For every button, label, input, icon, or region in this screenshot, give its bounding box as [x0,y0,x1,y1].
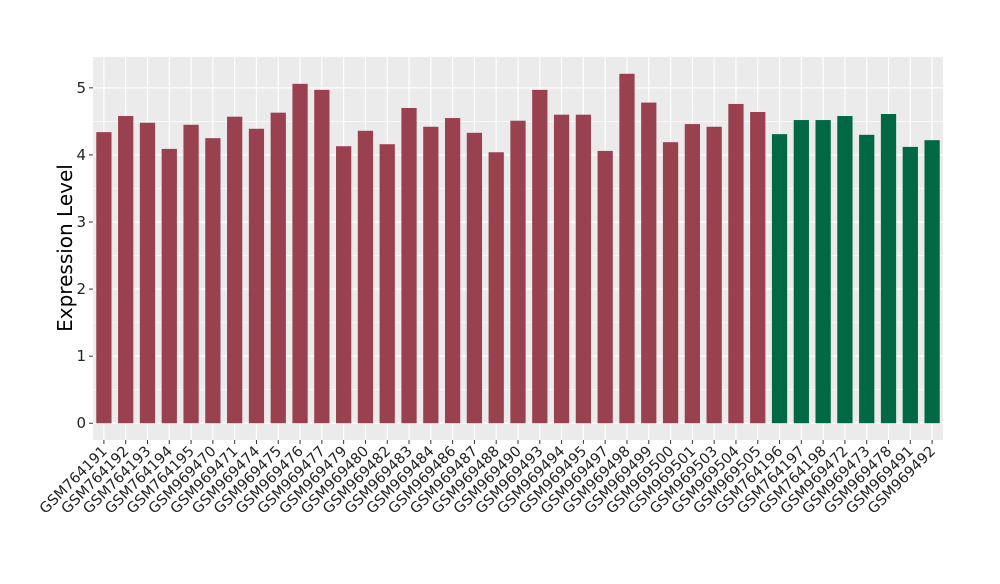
bar [510,120,526,424]
bar [641,102,657,424]
bar [924,140,940,424]
bar [96,132,112,424]
bar [619,73,635,424]
bar [859,134,875,424]
bar [379,144,395,424]
bar [488,152,504,424]
bar [401,107,417,424]
bar [597,150,613,424]
y-tick-label: 3 [76,213,86,231]
bar [662,142,679,424]
bar [728,103,744,424]
bar [553,114,570,424]
bar [183,124,199,424]
bar [793,120,809,424]
bar [815,120,831,424]
bar [423,126,439,424]
bar [314,89,330,424]
bar [205,138,221,424]
bar [684,124,700,424]
bar [575,114,592,424]
bars [96,73,940,424]
bar [248,128,265,424]
y-tick-label: 0 [76,414,86,432]
bar [118,116,134,424]
y-tick-label: 5 [76,79,86,97]
bar [336,146,352,424]
bar [161,148,177,424]
bar [466,132,483,424]
bar [750,112,766,424]
bar [444,118,461,424]
y-axis-label: Expression Level [53,164,77,332]
bar [902,146,918,424]
bar [270,112,286,424]
bar [532,89,548,424]
y-axis: 0 1 2 3 4 5 [76,79,93,432]
x-axis: GSM764191GSM764192GSM764193GSM764194GSM7… [37,440,939,517]
y-tick-label: 1 [76,347,86,365]
bar [880,114,897,424]
bar [837,116,853,424]
bar [771,134,788,424]
y-tick-label: 4 [76,146,86,164]
bar [139,122,156,424]
bar [357,130,374,424]
y-tick-label: 2 [76,280,86,298]
bar [227,116,243,424]
bar [706,126,722,424]
bar [292,83,308,424]
